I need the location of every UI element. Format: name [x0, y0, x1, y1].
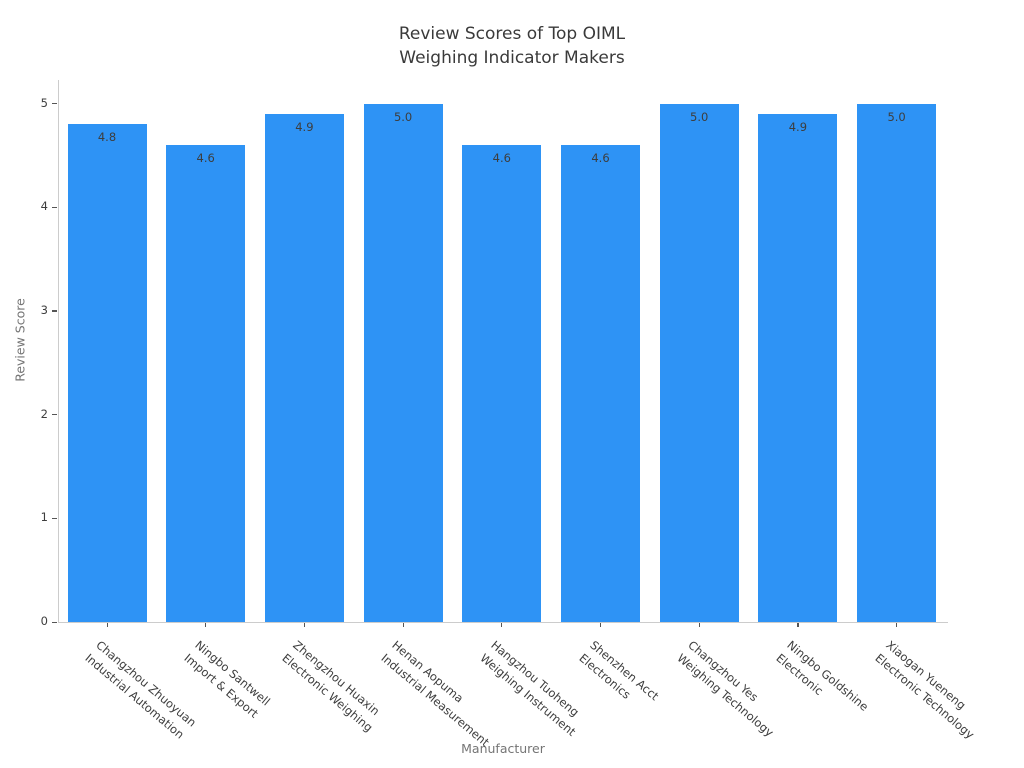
bar [264, 113, 344, 622]
x-tick-mark [797, 623, 799, 627]
x-tick-label: Shenzhen Acct Electronics [575, 637, 662, 704]
y-tick-mark [52, 310, 57, 312]
bar [363, 103, 443, 622]
x-tick-mark [106, 623, 108, 627]
bar-value-label: 4.6 [492, 150, 511, 165]
x-tick-mark [896, 623, 898, 627]
bar-value-label: 5.0 [393, 109, 413, 124]
y-tick-mark [52, 103, 57, 105]
x-tick-mark [205, 623, 207, 627]
x-tick-label: Xiaogan Yueneng Electronic Technology [872, 637, 977, 742]
y-tick-mark [52, 206, 57, 208]
y-axis-spine [58, 80, 59, 622]
y-tick-label: 1 [40, 510, 48, 525]
bar-value-label: 4.9 [788, 119, 808, 134]
y-tick-mark [52, 621, 57, 623]
bar [758, 113, 838, 622]
x-tick-mark [600, 623, 602, 627]
bar-value-label: 4.6 [196, 150, 215, 165]
y-tick-label: 4 [40, 199, 48, 214]
bar-value-label: 4.9 [295, 119, 314, 134]
bar [561, 144, 640, 622]
x-tick-label: Changzhou Zhuoyuan Industrial Automation [82, 637, 200, 742]
bar [166, 144, 246, 622]
bar [462, 144, 542, 622]
bar-value-label: 4.8 [97, 130, 117, 145]
x-axis-spine [58, 622, 948, 623]
y-tick-label: 0 [40, 614, 48, 628]
bar [67, 124, 147, 622]
bar-value-label: 5.0 [690, 109, 709, 124]
bar [659, 103, 739, 622]
y-tick-label: 5 [40, 95, 48, 110]
x-tick-mark [402, 623, 404, 627]
bar-value-label: 5.0 [887, 109, 906, 124]
bar [857, 103, 937, 622]
x-axis-label: Manufacturer [461, 741, 545, 756]
x-tick-label: Ningbo Santwell Import & Export [181, 637, 273, 721]
y-tick-label: 2 [40, 406, 48, 421]
x-tick-mark [501, 623, 503, 627]
x-tick-mark [698, 623, 700, 627]
y-tick-mark [52, 517, 57, 519]
x-tick-mark [303, 623, 306, 627]
x-tick-label: Zhengzhou Huaxin Electronic Weighing [279, 637, 383, 735]
y-tick-label: 3 [40, 302, 48, 317]
bar-value-label: 4.6 [591, 150, 610, 165]
chart-title: Review Scores of Top OIML Weighing Indic… [398, 24, 626, 68]
x-tick-label: Changzhou Yes Weighing Technology [674, 637, 777, 740]
y-tick-mark [52, 414, 57, 416]
